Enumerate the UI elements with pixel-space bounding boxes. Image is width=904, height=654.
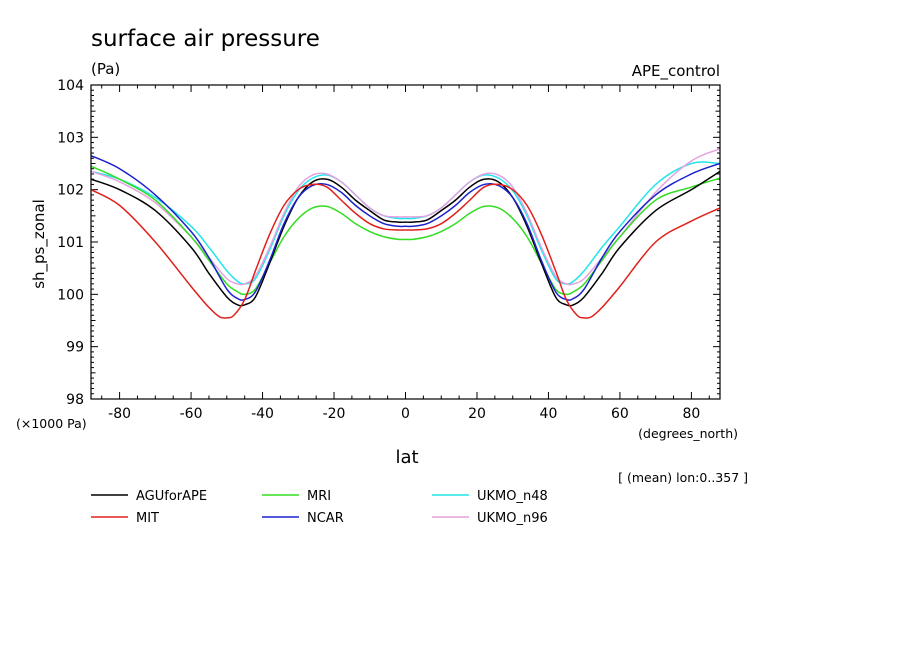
legend-label: MRI [307, 489, 331, 504]
y-tick-label: 98 [66, 392, 84, 408]
legend-label: UKMO_n48 [477, 489, 548, 504]
x-tick-label: 60 [611, 406, 629, 422]
legend-label: MIT [136, 511, 159, 526]
x-tick-label: 80 [682, 406, 700, 422]
legend: AGUforAPE MIT MRI NCAR UKMO_n48 UKMO_n96 [91, 489, 548, 526]
units-label: (Pa) [91, 60, 120, 78]
legend-label: AGUforAPE [136, 489, 207, 504]
plot-area: -80 -60 -40 -20 0 20 40 60 80 98 99 100 101 102 103 104 [57, 78, 721, 422]
x-tick-label: 20 [468, 406, 486, 422]
series-lines [91, 148, 720, 319]
x-axis-label: lat [395, 447, 418, 468]
y-tick-label: 99 [66, 340, 84, 356]
axis-ticks: -80 -60 -40 -20 0 20 40 60 80 98 99 100 101 102 103 104 [57, 78, 720, 422]
chart-title: surface air pressure [91, 26, 320, 52]
series-line-aguforape [91, 170, 720, 307]
y-scale-note: (×1000 Pa) [16, 416, 87, 431]
series-line-ukmo-n48 [91, 161, 720, 285]
legend-item-mit: MIT [91, 511, 159, 526]
x-tick-label: 0 [401, 406, 410, 422]
experiment-label: APE_control [632, 62, 720, 81]
series-line-mit [91, 183, 720, 319]
x-tick-label: 40 [540, 406, 558, 422]
x-tick-label: -40 [251, 406, 274, 422]
legend-item-mri: MRI [262, 489, 331, 504]
x-units-note: (degrees_north) [638, 426, 738, 441]
x-tick-label: -60 [180, 406, 203, 422]
y-tick-label: 104 [57, 78, 84, 94]
x-tick-label: -20 [323, 406, 346, 422]
mean-note: [ (mean) lon:0..357 ] [618, 470, 748, 485]
x-tick-label: -80 [108, 406, 131, 422]
plot-frame [90, 84, 721, 400]
y-tick-label: 102 [57, 183, 84, 199]
y-tick-label: 101 [57, 235, 84, 251]
y-axis-label: sh_ps_zonal [30, 199, 49, 289]
legend-label: UKMO_n96 [477, 511, 548, 526]
y-tick-label: 103 [57, 130, 84, 146]
legend-item-ncar: NCAR [262, 511, 344, 526]
series-line-mri [91, 165, 720, 296]
series-line-ukmo-n96 [91, 148, 720, 286]
legend-item-ukmo-n48: UKMO_n48 [432, 489, 548, 504]
legend-item-aguforape: AGUforAPE [91, 489, 207, 504]
legend-label: NCAR [307, 511, 344, 526]
y-tick-label: 100 [57, 287, 84, 303]
legend-item-ukmo-n96: UKMO_n96 [432, 511, 548, 526]
series-line-ncar [91, 154, 720, 301]
